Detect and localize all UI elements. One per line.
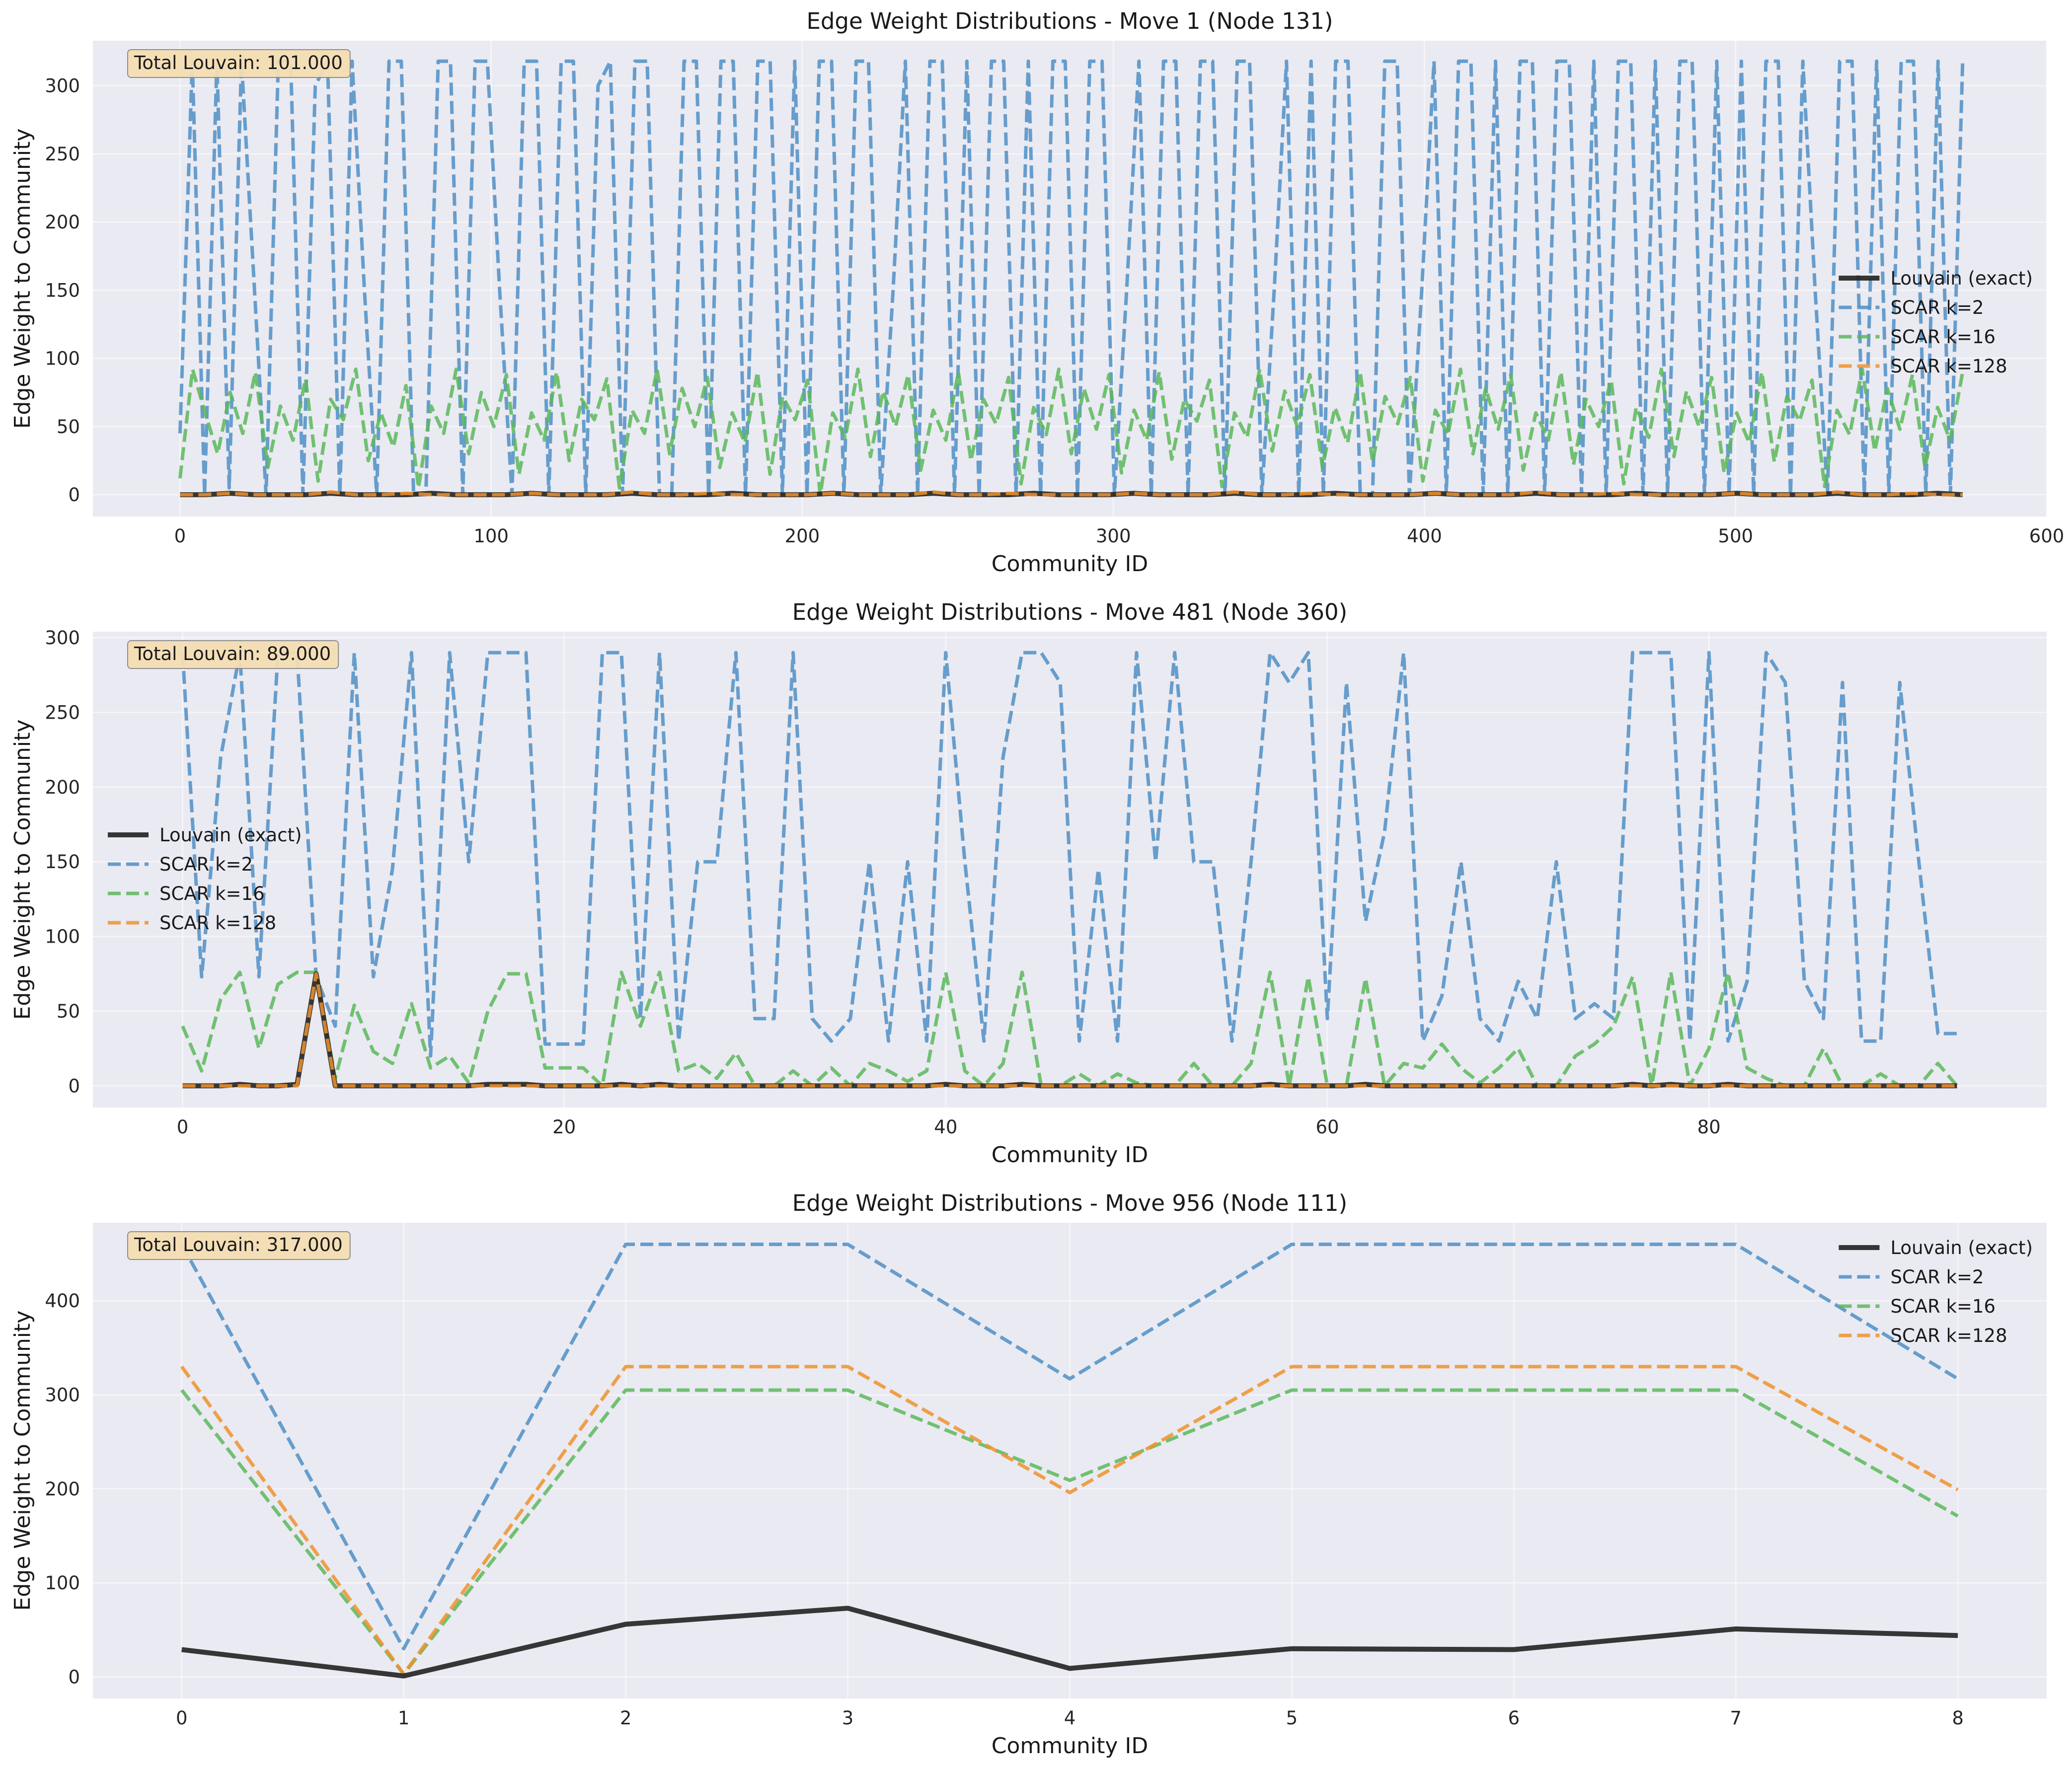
y-tick-label: 200 [45, 777, 80, 798]
series-line-scar-k-2 [178, 59, 1965, 497]
x-tick-label: 5 [1286, 1707, 1298, 1729]
x-tick-label: 600 [2029, 525, 2065, 547]
y-tick-label: 200 [45, 1478, 80, 1500]
y-tick-label: 250 [45, 144, 80, 165]
series-line-scar-k-128 [180, 1365, 1959, 1676]
legend-label: Louvain (exact) [1890, 1237, 2033, 1258]
legend-label: SCAR k=128 [159, 912, 276, 934]
y-tick-label: 100 [45, 926, 80, 948]
annotation-text: Total Louvain: 89.000 [134, 643, 331, 665]
chart-title: Edge Weight Distributions - Move 1 (Node… [806, 8, 1333, 34]
annotation-box: Total Louvain: 89.000 [127, 640, 339, 669]
y-tick-label: 400 [45, 1290, 80, 1312]
chart-title: Edge Weight Distributions - Move 956 (No… [792, 1190, 1347, 1216]
x-tick-label: 60 [1315, 1116, 1339, 1138]
series-line-scar-k-16 [181, 970, 1959, 1088]
x-tick-label: 20 [552, 1116, 576, 1138]
annotation-background [127, 640, 339, 669]
legend-label: SCAR k=128 [1890, 356, 2007, 377]
y-tick-label: 50 [57, 416, 80, 438]
x-tick-label: 500 [1718, 525, 1753, 547]
chart-title: Edge Weight Distributions - Move 481 (No… [792, 599, 1347, 625]
subplot-3: 0 1 2 3 4 5 6 7 8 0 100 200 300 400 Edge Weight Distri… [10, 1190, 2047, 1759]
legend-label: SCAR k=2 [1890, 297, 1984, 318]
annotation-background [127, 1231, 351, 1260]
y-tick-label: 250 [45, 702, 80, 723]
x-tick-label: 7 [1730, 1707, 1742, 1729]
series-line-scar-k-16 [178, 368, 1965, 497]
legend: Louvain (exact) SCAR k=2 SCAR k=16 SCAR k=1… [1839, 268, 2033, 377]
y-axis-label: Edge Weight to Community [10, 720, 35, 1020]
legend-label: Louvain (exact) [159, 824, 302, 846]
y-tick-label: 300 [45, 75, 80, 97]
x-tick-label: 400 [1407, 525, 1442, 547]
subplot-2: 0 20 40 60 80 0 50 100 150 200 250 300 Edge Weight D… [10, 599, 2047, 1168]
legend-label: SCAR k=16 [159, 883, 265, 904]
x-axis-label: Community ID [992, 1142, 1149, 1168]
series-line-scar-k-2 [180, 1243, 1959, 1651]
y-tick-label: 300 [45, 627, 80, 649]
y-tick-label: 150 [45, 851, 80, 873]
y-tick-label: 0 [68, 1666, 80, 1688]
legend-label: Louvain (exact) [1890, 268, 2033, 289]
annotation-text: Total Louvain: 101.000 [134, 52, 343, 74]
y-tick-label: 200 [45, 212, 80, 233]
x-tick-label: 4 [1064, 1707, 1076, 1729]
series-line-scar-k-2 [181, 651, 1957, 1058]
series-line-scar-k-128 [180, 490, 1963, 497]
legend-label: SCAR k=16 [1890, 326, 1995, 348]
y-axis-label: Edge Weight to Community [10, 129, 35, 429]
y-tick-label: 300 [45, 1384, 80, 1405]
series-line-scar-k-128 [182, 972, 1957, 1088]
annotation-background [127, 49, 351, 78]
x-tick-label: 6 [1508, 1707, 1520, 1729]
legend-label: SCAR k=2 [159, 854, 253, 875]
legend-label: SCAR k=128 [1890, 1325, 2007, 1346]
y-axis-label: Edge Weight to Community [10, 1311, 35, 1611]
x-axis-label: Community ID [992, 1733, 1149, 1759]
x-tick-label: 1 [398, 1707, 410, 1729]
y-tick-label: 100 [45, 1572, 80, 1594]
legend: Louvain (exact) SCAR k=2 SCAR k=16 SCAR k=1… [108, 824, 302, 934]
annotation-box: Total Louvain: 317.000 [127, 1231, 351, 1260]
series-line-louvain-exact [181, 1606, 1958, 1679]
x-axis-label: Community ID [992, 551, 1149, 577]
subplot-1: 0 100 200 300 400 500 600 0 50 100 150 200 250 300 Edg… [10, 8, 2064, 577]
y-tick-label: 0 [68, 1075, 80, 1097]
x-tick-label: 0 [176, 1707, 188, 1729]
legend-label: SCAR k=2 [1890, 1266, 1984, 1288]
x-tick-label: 2 [620, 1707, 632, 1729]
y-tick-label: 150 [45, 280, 80, 301]
x-tick-label: 200 [785, 525, 820, 547]
annotation-text: Total Louvain: 317.000 [134, 1234, 343, 1256]
x-tick-label: 300 [1096, 525, 1131, 547]
x-tick-label: 40 [934, 1116, 957, 1138]
y-tick-label: 50 [57, 1001, 80, 1022]
series-line-scar-k-16 [180, 1388, 1959, 1676]
x-tick-label: 100 [473, 525, 509, 547]
x-tick-label: 8 [1952, 1707, 1964, 1729]
y-tick-label: 100 [45, 348, 80, 370]
legend: Louvain (exact) SCAR k=2 SCAR k=16 SCAR k=1… [1839, 1237, 2033, 1346]
x-tick-label: 0 [177, 1116, 189, 1138]
x-tick-label: 80 [1697, 1116, 1721, 1138]
legend-label: SCAR k=16 [1890, 1296, 1995, 1317]
x-tick-label: 3 [842, 1707, 854, 1729]
y-tick-label: 0 [68, 484, 80, 506]
annotation-box: Total Louvain: 101.000 [127, 49, 351, 78]
x-tick-label: 0 [174, 525, 186, 547]
